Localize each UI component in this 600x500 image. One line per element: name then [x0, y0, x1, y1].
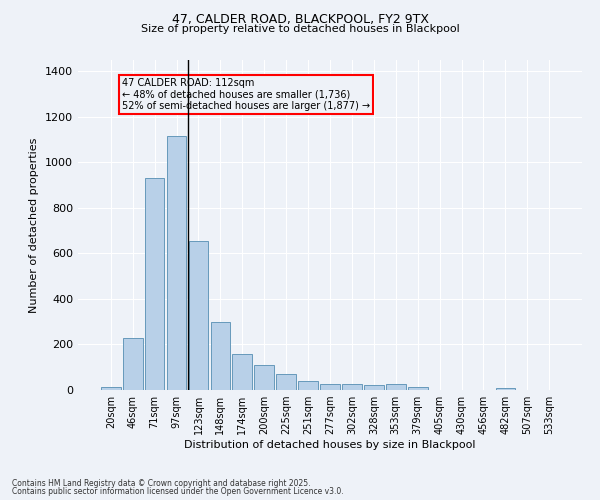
Bar [496, 388, 515, 390]
Bar [145, 178, 164, 390]
Bar [211, 322, 230, 390]
Bar [386, 384, 406, 390]
Bar [298, 381, 318, 390]
Bar [342, 384, 362, 390]
Bar [188, 241, 208, 390]
Text: 47 CALDER ROAD: 112sqm
← 48% of detached houses are smaller (1,736)
52% of semi-: 47 CALDER ROAD: 112sqm ← 48% of detached… [122, 78, 370, 112]
Bar [408, 386, 428, 390]
Y-axis label: Number of detached properties: Number of detached properties [29, 138, 40, 312]
Text: Size of property relative to detached houses in Blackpool: Size of property relative to detached ho… [140, 24, 460, 34]
Bar [320, 384, 340, 390]
Bar [232, 354, 252, 390]
X-axis label: Distribution of detached houses by size in Blackpool: Distribution of detached houses by size … [184, 440, 476, 450]
Text: 47, CALDER ROAD, BLACKPOOL, FY2 9TX: 47, CALDER ROAD, BLACKPOOL, FY2 9TX [172, 12, 428, 26]
Text: Contains HM Land Registry data © Crown copyright and database right 2025.: Contains HM Land Registry data © Crown c… [12, 478, 311, 488]
Bar [101, 386, 121, 390]
Bar [254, 365, 274, 390]
Bar [276, 374, 296, 390]
Bar [364, 386, 384, 390]
Text: Contains public sector information licensed under the Open Government Licence v3: Contains public sector information licen… [12, 487, 344, 496]
Bar [123, 338, 143, 390]
Bar [167, 136, 187, 390]
